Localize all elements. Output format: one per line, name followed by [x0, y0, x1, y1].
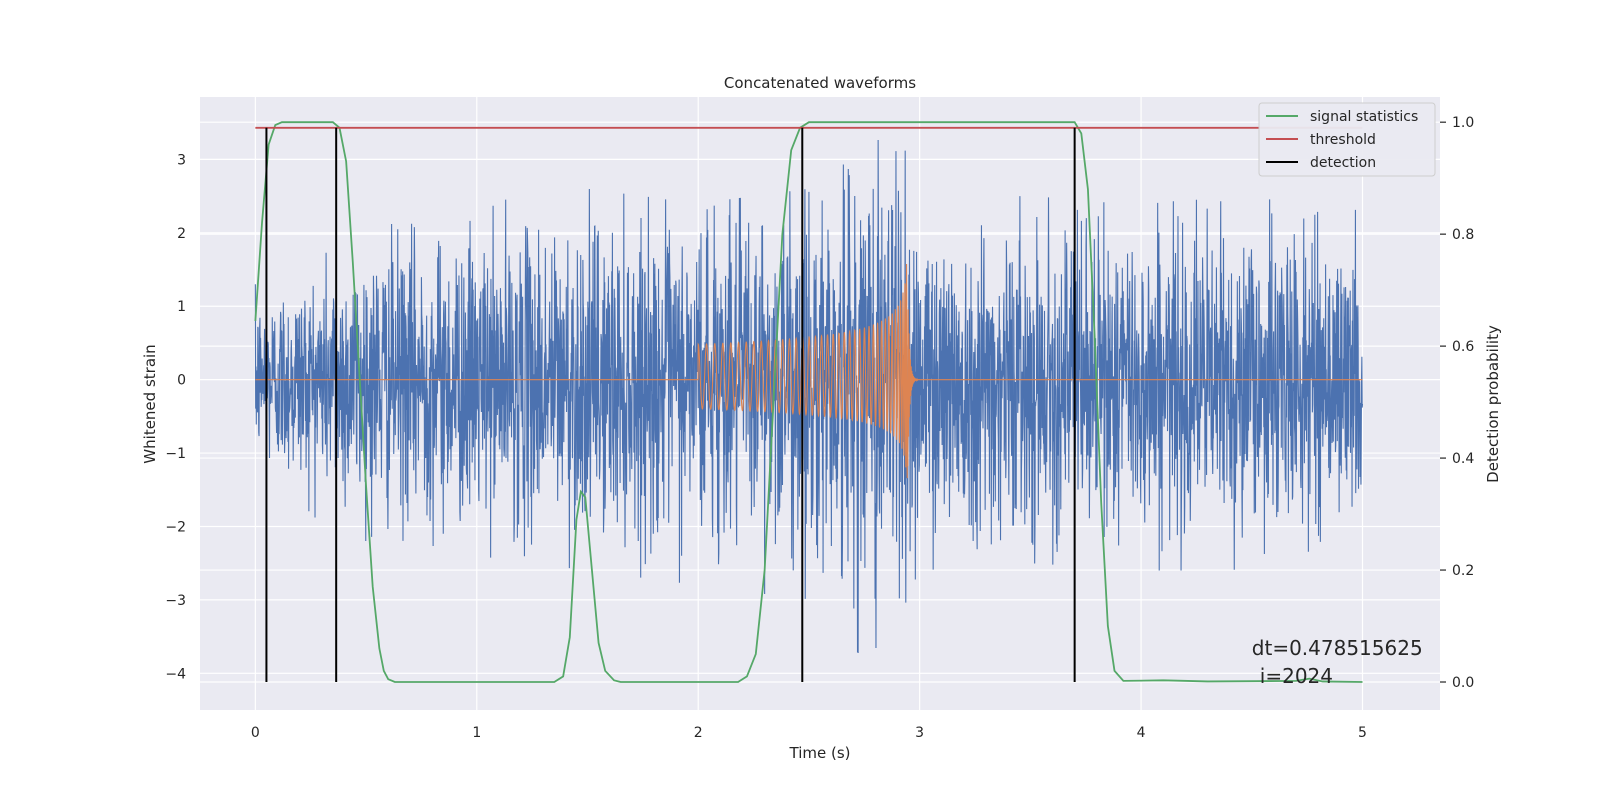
annotation-dt: dt=0.478515625	[1252, 636, 1423, 660]
y-tick-label: −2	[165, 519, 186, 535]
x-tick-label: 4	[1137, 725, 1146, 741]
y2-tick-label: 1.0	[1452, 115, 1474, 131]
x-tick-label: 3	[915, 725, 924, 741]
y2-tick-label: 0.8	[1452, 227, 1474, 243]
y2-axis-label: Detection probability	[1484, 325, 1502, 483]
detection-series	[265, 127, 1076, 683]
legend-threshold-label: threshold	[1310, 132, 1376, 148]
noise-series	[254, 140, 1364, 654]
ticks: 0 1 2 3 4 5 −4 −3 −2 −1 0 1 2 3 0.0 0.2 0.4 0.6 0.8 1.0	[165, 115, 1474, 741]
noise-line	[254, 140, 1364, 654]
y-tick-label: 1	[177, 299, 186, 315]
x-tick-label: 1	[472, 725, 481, 741]
x-tick-label: 0	[251, 725, 260, 741]
y2-tick-label: 0.2	[1452, 563, 1474, 579]
y2-tick-label: 0.4	[1452, 451, 1474, 467]
chart-title: Concatenated waveforms	[724, 74, 916, 92]
y-tick-label: 0	[177, 373, 186, 389]
waveform-series	[255, 263, 1363, 479]
x-tick-label: 5	[1358, 725, 1367, 741]
y-tick-label: −3	[165, 593, 186, 609]
y-axis-label: Whitened strain	[141, 344, 159, 463]
y-tick-label: 3	[177, 152, 186, 168]
signal-statistics-line	[254, 121, 1363, 683]
y-tick-label: 2	[177, 226, 186, 242]
y2-tick-label: 0.0	[1452, 675, 1474, 691]
signal-statistics-series	[254, 121, 1363, 683]
legend-signal-label: signal statistics	[1310, 109, 1418, 125]
annotation-i: i=2024	[1260, 664, 1333, 688]
y-tick-label: −4	[165, 666, 186, 682]
legend: signal statistics threshold detection	[1258, 102, 1436, 177]
legend-box	[1258, 102, 1436, 177]
y-tick-label: −1	[165, 446, 186, 462]
x-axis-label: Time (s)	[789, 744, 851, 762]
legend-detection-label: detection	[1310, 155, 1376, 171]
y2-tick-label: 0.6	[1452, 339, 1474, 355]
waveform-line	[255, 263, 1363, 479]
x-tick-label: 2	[694, 725, 703, 741]
